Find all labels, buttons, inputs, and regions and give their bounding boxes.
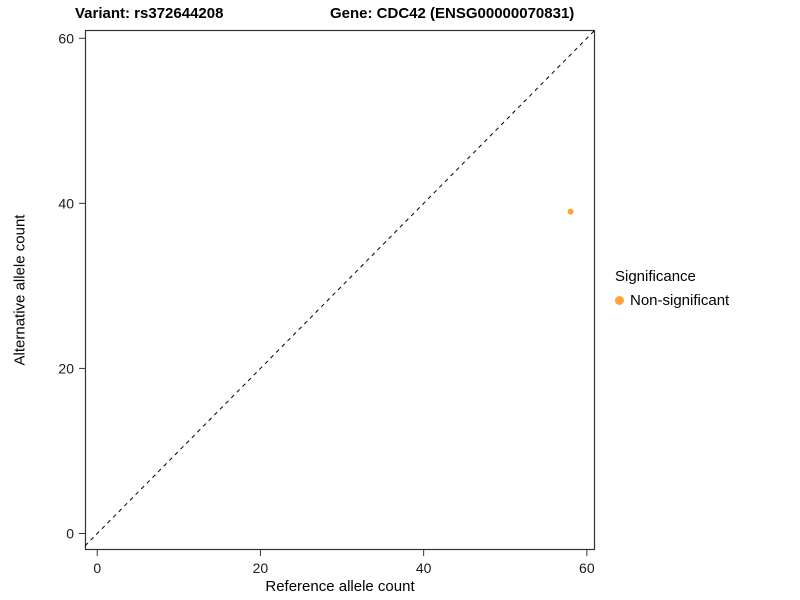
panel-border <box>84 29 596 551</box>
legend-title: Significance <box>615 268 696 285</box>
x-tick-label: 40 <box>416 560 432 576</box>
x-tick-label: 20 <box>253 560 269 576</box>
identity-line <box>84 29 596 547</box>
x-tick-label: 0 <box>93 560 101 576</box>
x-axis-label: Reference allele count <box>265 578 415 595</box>
legend: Significance Non-significant <box>615 268 729 309</box>
legend-entry-label: Non-significant <box>630 292 730 309</box>
y-tick-label: 60 <box>58 30 74 46</box>
x-tick-label: 60 <box>579 560 595 576</box>
y-tick-label: 0 <box>66 525 74 541</box>
y-axis-label: Alternative allele count <box>11 214 29 366</box>
y-tick-label: 40 <box>58 195 74 211</box>
legend-dot-icon <box>615 296 624 305</box>
y-tick-label: 20 <box>58 360 74 376</box>
variant-title: Variant: rs372644208 <box>75 5 224 22</box>
data-point <box>567 208 574 215</box>
plot-panel: 0 20 40 60 0 20 40 60 <box>58 29 596 576</box>
legend-entry: Non-significant <box>615 292 729 309</box>
gene-title: Gene: CDC42 (ENSG00000070831) <box>330 5 575 22</box>
